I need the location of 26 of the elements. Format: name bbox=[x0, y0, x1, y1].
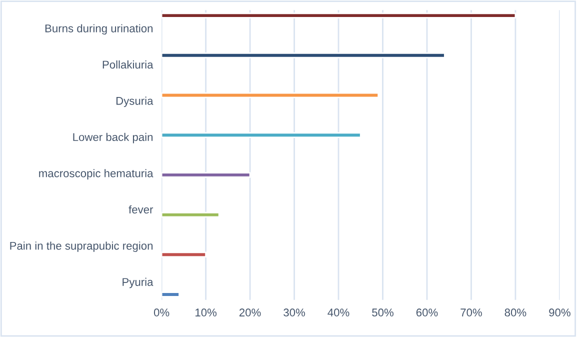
y-tick-label: macroscopic hematuria bbox=[39, 169, 154, 180]
x-tick-label: 60% bbox=[416, 308, 438, 316]
x-tick-label: 40% bbox=[328, 308, 350, 316]
y-tick-label: Dysuria bbox=[116, 96, 154, 108]
bar bbox=[162, 292, 180, 298]
y-tick-label: Pyuria bbox=[122, 278, 154, 288]
x-tick-label: 0% bbox=[154, 308, 170, 316]
x-tick-label: 30% bbox=[284, 308, 305, 316]
y-tick-label: fever bbox=[128, 205, 154, 214]
x-tick-label: 70% bbox=[460, 308, 482, 316]
x-tick-label: 20% bbox=[239, 308, 261, 316]
bar bbox=[162, 132, 362, 138]
bar bbox=[162, 252, 206, 258]
y-tick-label: Pain in the suprapubic region bbox=[10, 242, 153, 252]
bar bbox=[162, 92, 380, 98]
bar bbox=[162, 52, 446, 58]
y-tick-label: Pollakiuria bbox=[102, 60, 154, 69]
y-tick-label: Burns during urination bbox=[45, 24, 153, 35]
bar bbox=[162, 172, 251, 178]
bar bbox=[162, 12, 516, 18]
x-tick-label: 50% bbox=[372, 308, 394, 316]
bar bbox=[162, 212, 220, 218]
x-tick-label: 10% bbox=[196, 308, 217, 316]
x-tick-label: 90% bbox=[549, 308, 570, 316]
y-tick-label: Lower back pain bbox=[73, 132, 153, 144]
x-tick-label: 80% bbox=[504, 308, 526, 316]
